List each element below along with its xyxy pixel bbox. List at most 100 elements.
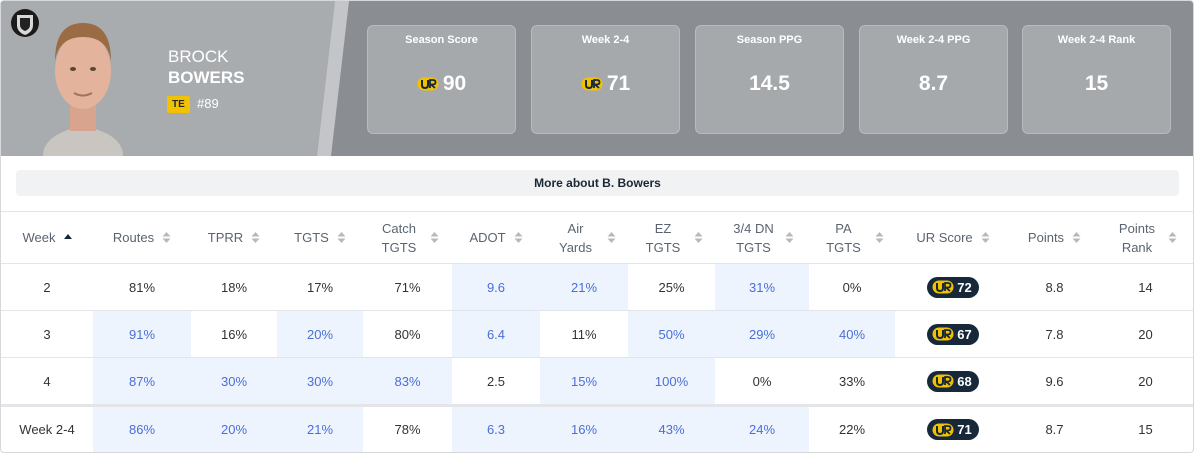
- header-wrap: Air Yards: [553, 219, 616, 257]
- table-cell: 16%: [540, 404, 628, 452]
- table-cell: 21%: [540, 263, 628, 311]
- table-cell: 68: [895, 357, 1011, 406]
- header-wrap: Points Rank: [1114, 219, 1177, 257]
- stats-table: Week Routes TPRR TGTS Catch TGTS ADOT Air Yard…: [1, 211, 1193, 452]
- stat-label: Week 2-4 Rank: [1057, 34, 1136, 46]
- header-label: TGTS: [294, 230, 329, 245]
- table-cell: 16%: [191, 310, 277, 358]
- column-header[interactable]: Points Rank: [1098, 211, 1193, 264]
- header-wrap: EZ TGTS: [640, 219, 703, 257]
- sort-icon: [785, 232, 793, 243]
- table-row: Week 2-4 86% 20% 21% 78% 6.3 16% 43% 24% 22% 71 8.7…: [1, 404, 1193, 452]
- table-row: 2 81% 18% 17% 71% 9.6 21% 25% 31% 0% 72 8.8 14: [1, 263, 1193, 311]
- table-cell: 71%: [363, 263, 452, 311]
- ur-score-badge: 67: [927, 323, 979, 345]
- stat-label: Week 2-4 PPG: [896, 34, 971, 46]
- stat-card: Week 2-4 Rank 15: [1022, 25, 1171, 134]
- stat-label: Season Score: [405, 34, 478, 46]
- header: BROCK BOWERS TE #89 Season Score 90 Week…: [1, 1, 1193, 156]
- table-cell: 21%: [277, 404, 363, 452]
- column-header[interactable]: ADOT: [452, 211, 540, 264]
- header-wrap: PA TGTS: [821, 219, 884, 257]
- sort-icon: [981, 232, 990, 243]
- table-cell: 91%: [93, 310, 191, 358]
- table-cell: 72: [895, 263, 1011, 311]
- sort-icon: [875, 232, 883, 243]
- table-cell: 80%: [363, 310, 452, 358]
- table-row: 3 91% 16% 20% 80% 6.4 11% 50% 29% 40% 67 7.8 20: [1, 310, 1193, 358]
- table-cell: 18%: [191, 263, 277, 311]
- sort-icon: [694, 232, 703, 243]
- header-row: Week Routes TPRR TGTS Catch TGTS ADOT Air Yard…: [1, 211, 1193, 264]
- table-cell: 9.6: [1011, 357, 1098, 406]
- stat-card: Week 2-4 71: [531, 25, 680, 134]
- ur-score-badge: 71: [927, 419, 979, 440]
- sort-icon: [430, 232, 439, 243]
- ur-logo-icon: [932, 423, 954, 436]
- table-cell: 6.4: [452, 310, 540, 358]
- sort-icon: [607, 232, 615, 243]
- header-wrap: Week: [23, 228, 72, 247]
- table-cell: 71: [895, 404, 1011, 452]
- more-button[interactable]: More about B. Bowers: [16, 170, 1179, 196]
- column-header[interactable]: TPRR: [191, 211, 277, 264]
- table-row: 4 87% 30% 30% 83% 2.5 15% 100% 0% 33% 68 9.6 20: [1, 357, 1193, 406]
- ur-logo-icon: [417, 77, 439, 91]
- ur-score: 71: [957, 422, 972, 437]
- ur-logo: [581, 77, 603, 91]
- column-header[interactable]: Routes: [93, 211, 191, 264]
- ur-logo: [417, 77, 439, 91]
- ur-logo-icon: [932, 327, 954, 341]
- column-header[interactable]: 3/4 DN TGTS: [715, 211, 809, 264]
- stat-card: Week 2-4 PPG 8.7: [859, 25, 1008, 134]
- table-cell: 2: [1, 263, 93, 311]
- stat-value: 14.5: [749, 72, 790, 95]
- table-cell: 11%: [540, 310, 628, 358]
- stat-value: 71: [606, 72, 631, 95]
- header-label: EZ TGTS: [645, 220, 681, 255]
- stat-value: 8.7: [918, 72, 949, 95]
- sort-icon: [337, 232, 346, 243]
- ur-score-badge: 72: [927, 276, 979, 298]
- header-wrap: TPRR: [208, 228, 260, 247]
- stat-value: 15: [1084, 72, 1109, 95]
- table-body: 2 81% 18% 17% 71% 9.6 21% 25% 31% 0% 72 8.8 14 3 91% 16…: [1, 263, 1193, 452]
- table-cell: 20%: [191, 404, 277, 452]
- last-name: BOWERS: [168, 68, 245, 87]
- stat-value: 90: [442, 72, 467, 95]
- ur-logo-icon: [932, 374, 954, 388]
- column-header[interactable]: Points: [1011, 211, 1098, 264]
- table-cell: 4: [1, 357, 93, 406]
- table-cell: 87%: [93, 357, 191, 406]
- header-label: Air Yards: [559, 220, 592, 255]
- column-header[interactable]: TGTS: [277, 211, 363, 264]
- table-cell: 0%: [809, 263, 895, 311]
- table-cell: 8.8: [1011, 263, 1098, 311]
- column-header[interactable]: Catch TGTS: [363, 211, 452, 264]
- table-cell: 15: [1098, 404, 1193, 452]
- column-header[interactable]: Week: [1, 211, 93, 264]
- header-label: 3/4 DN TGTS: [733, 220, 774, 255]
- table-cell: 6.3: [452, 404, 540, 452]
- header-label: Catch TGTS: [381, 220, 417, 255]
- table-cell: 40%: [809, 310, 895, 358]
- ur-score: 67: [957, 326, 972, 342]
- header-label: PA TGTS: [826, 220, 861, 255]
- table-cell: 83%: [363, 357, 452, 406]
- column-header[interactable]: EZ TGTS: [628, 211, 715, 264]
- column-header[interactable]: UR Score: [895, 211, 1011, 264]
- table-cell: 50%: [628, 310, 715, 358]
- sort-icon: [1072, 232, 1081, 243]
- header-label: TPRR: [207, 230, 244, 245]
- table-cell: 20%: [277, 310, 363, 358]
- table-cell: 0%: [715, 357, 809, 406]
- column-header[interactable]: PA TGTS: [809, 211, 895, 264]
- table-cell: 20: [1098, 357, 1193, 406]
- table-cell: 8.7: [1011, 404, 1098, 452]
- stat-card: Season PPG 14.5: [695, 25, 844, 134]
- table-cell: 25%: [628, 263, 715, 311]
- table-cell: 100%: [628, 357, 715, 406]
- column-header[interactable]: Air Yards: [540, 211, 628, 264]
- header-label: Points: [1027, 230, 1065, 245]
- sort-icon: [251, 232, 260, 243]
